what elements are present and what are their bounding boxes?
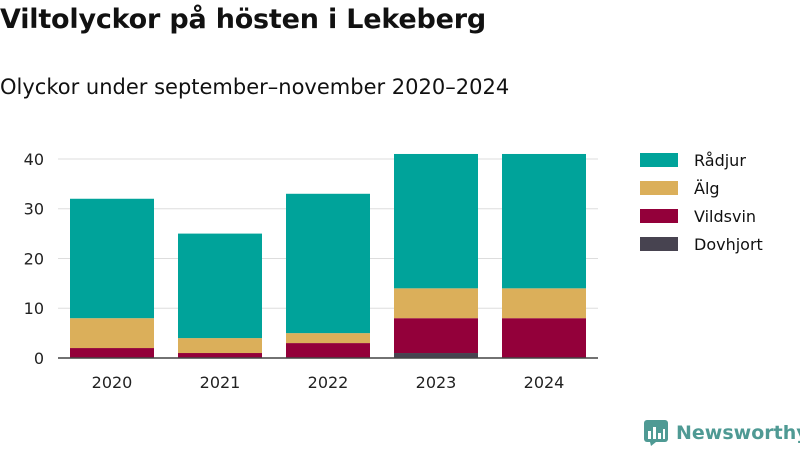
newsworthy-logo-icon [644,420,668,446]
bar-2022-vildsvin [286,343,370,358]
x-tick-label-2023: 2023 [416,373,457,392]
bar-2023-vildsvin [394,318,478,354]
bar-2021-vildsvin [178,353,262,358]
legend-label-radjur: Rådjur [694,150,746,170]
legend-swatch-alg [640,181,678,195]
chart-legend: Rådjur Älg Vildsvin Dovhjort [640,146,763,258]
bar-2020-rådjur [70,198,154,319]
bar-2024-vildsvin [502,318,586,358]
legend-swatch-vildsvin [640,209,678,223]
bar-2023-älg [394,288,478,319]
legend-swatch-dovhjort [640,237,678,251]
legend-label-alg: Älg [694,178,720,198]
bar-2022-älg [286,333,370,344]
y-tick-label-10: 10 [24,299,44,318]
legend-item-radjur: Rådjur [640,146,763,174]
x-tick-label-2020: 2020 [92,373,133,392]
legend-swatch-radjur [640,153,678,167]
y-tick-label-20: 20 [24,249,44,268]
y-tick-label-40: 40 [24,150,44,169]
bar-2023-rådjur [394,153,478,289]
bar-2021-rådjur [178,233,262,339]
x-tick-label-2021: 2021 [200,373,241,392]
legend-label-dovhjort: Dovhjort [694,234,763,254]
y-tick-label-0: 0 [34,349,44,368]
bar-2020-älg [70,318,154,349]
newsworthy-brand: Newsworthy [644,420,800,446]
bar-2024-älg [502,288,586,319]
legend-item-alg: Älg [640,174,763,202]
y-tick-label-30: 30 [24,200,44,219]
legend-item-dovhjort: Dovhjort [640,230,763,258]
x-tick-label-2024: 2024 [524,373,565,392]
chart-title: Viltolyckor på hösten i Lekeberg [0,4,486,35]
legend-label-vildsvin: Vildsvin [694,206,757,226]
bar-2021-älg [178,338,262,354]
x-tick-label-2022: 2022 [308,373,349,392]
legend-item-vildsvin: Vildsvin [640,202,763,230]
bar-2023-dovhjort [394,353,478,358]
bar-2020-vildsvin [70,348,154,358]
brand-name: Newsworthy [676,422,800,444]
bar-2022-rådjur [286,193,370,334]
bar-2024-rådjur [502,153,586,289]
chart-subtitle: Olyckor under september–november 2020–20… [0,75,510,99]
